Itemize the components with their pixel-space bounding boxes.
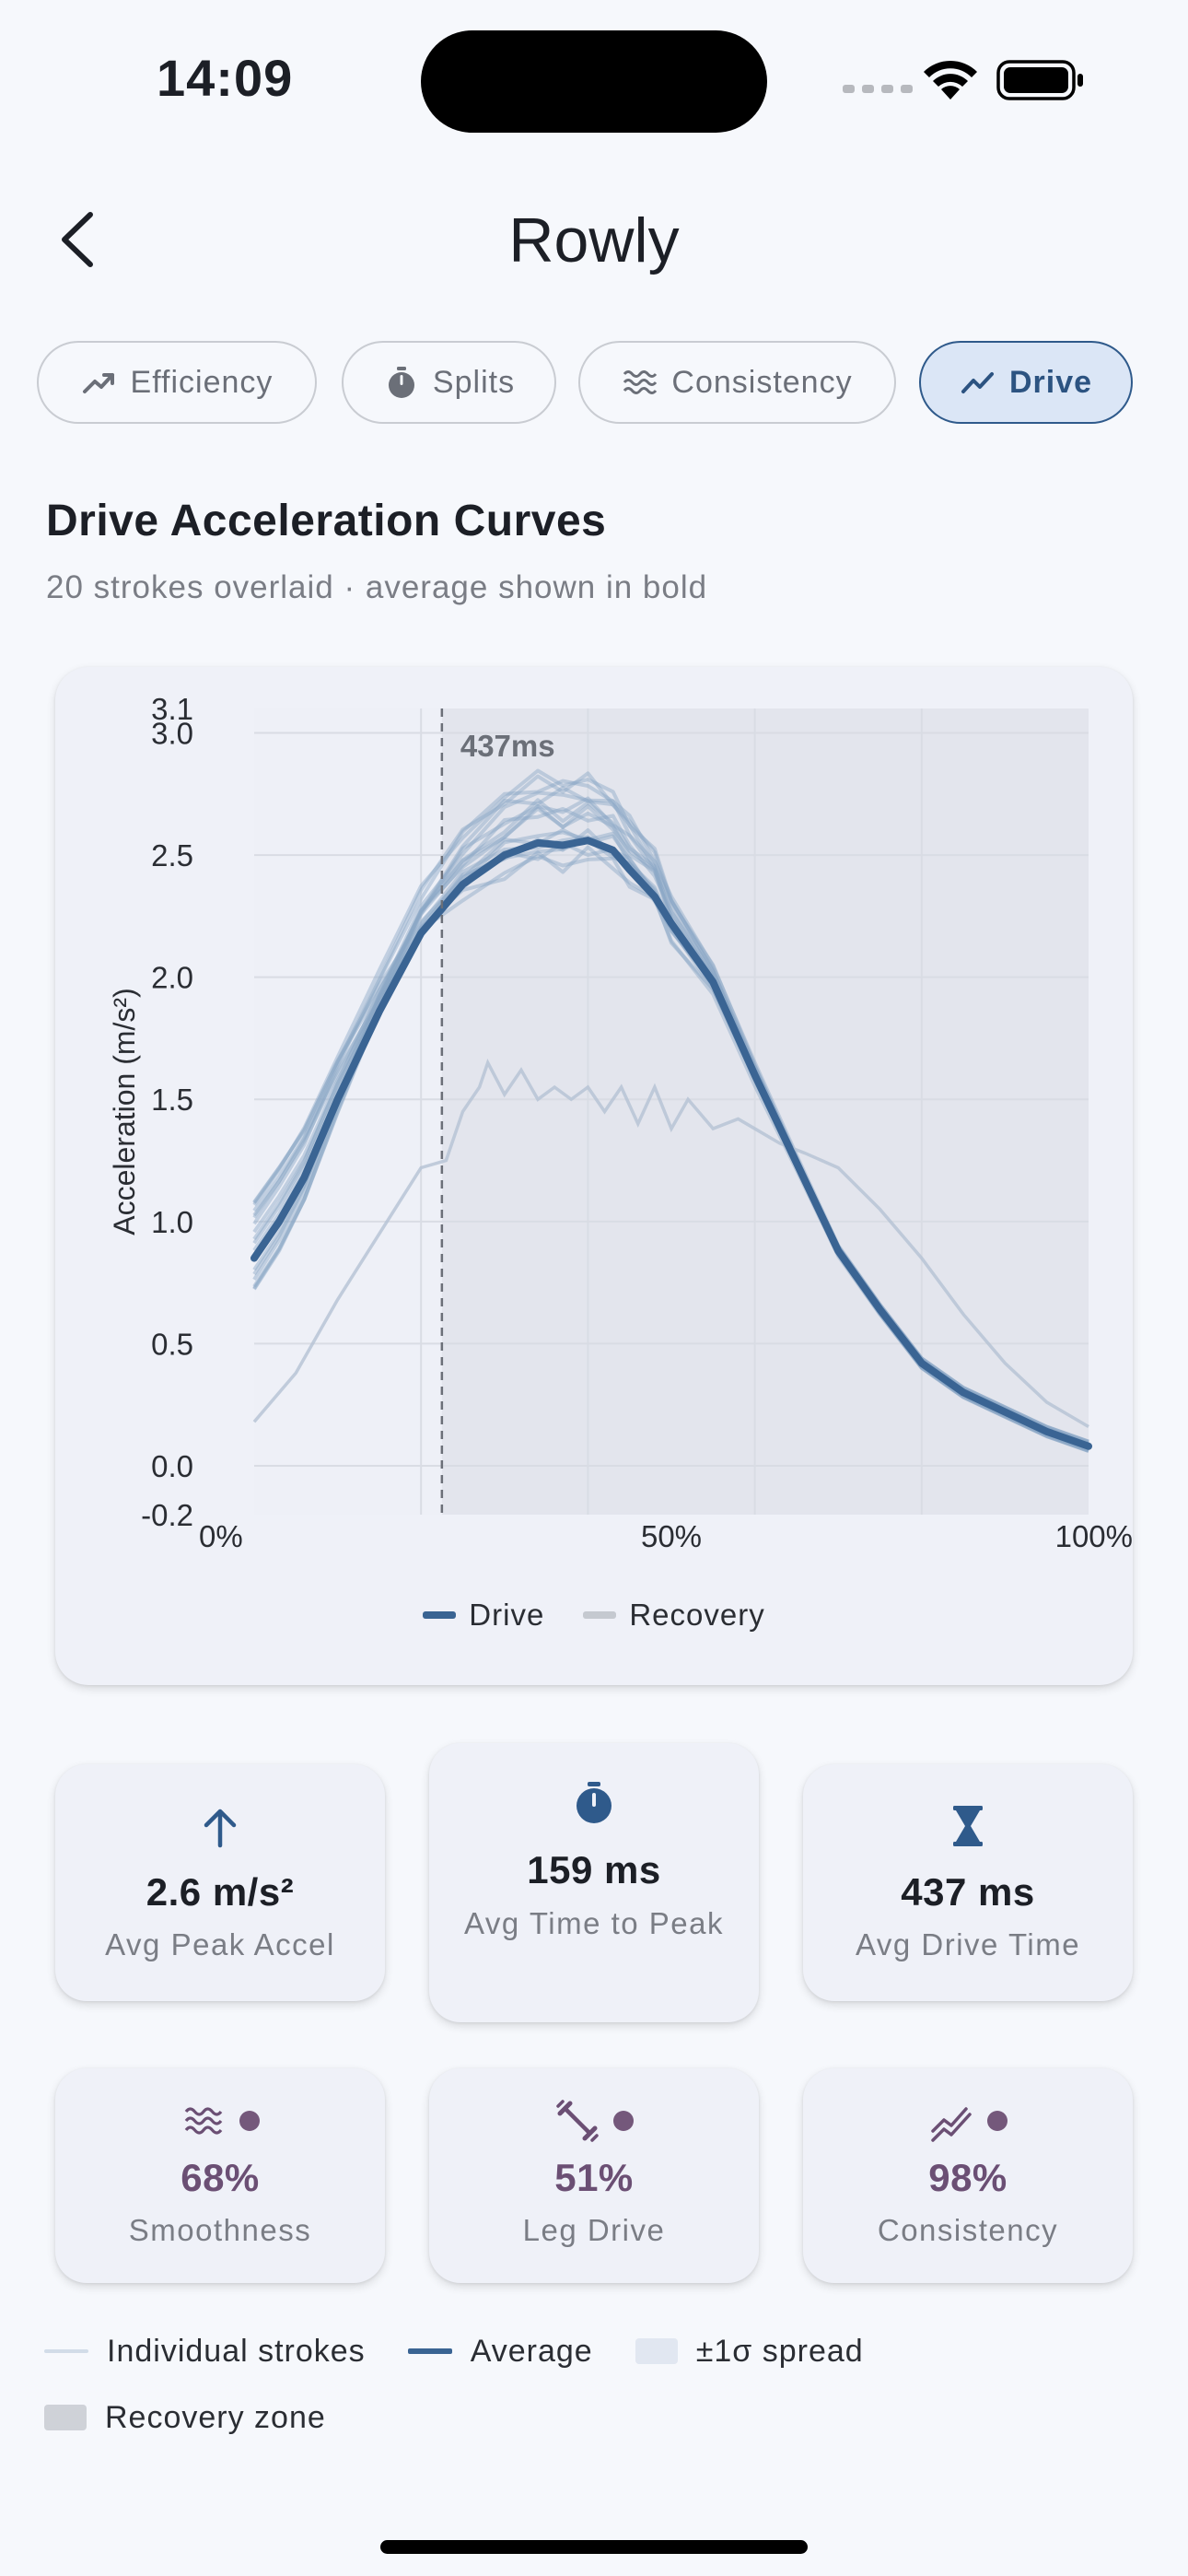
stopwatch-icon (388, 367, 414, 398)
y-tick-label: 3.1 (151, 692, 193, 726)
tab-label: Efficiency (130, 364, 274, 400)
key-spread: ±1σ spread (635, 2334, 864, 2370)
outlier-stroke-line (252, 1059, 1089, 1429)
tab-label: Consistency (671, 364, 853, 400)
waves-icon (623, 370, 658, 394)
stat-value: 68% (181, 2156, 260, 2199)
tab-efficiency[interactable]: Efficiency (37, 341, 317, 424)
y-axis-label: Acceleration (m/s²) (108, 988, 141, 1235)
status-dot (987, 2111, 1007, 2131)
key-label: Recovery zone (105, 2399, 326, 2435)
section-subtitle: 20 strokes overlaid · average shown in b… (46, 569, 708, 605)
tab-label: Splits (432, 364, 516, 400)
dynamic-island (421, 30, 767, 133)
status-time: 14:09 (157, 49, 294, 107)
y-tick-label: 3.0 (151, 717, 193, 751)
key-average: Average (407, 2333, 593, 2370)
dumbbell-icon (429, 2098, 759, 2144)
wifi-icon (924, 60, 977, 100)
tab-consistency[interactable]: Consistency (578, 341, 896, 424)
trending-up-icon (82, 373, 114, 393)
recovery-zone (441, 708, 1089, 1515)
chart-card: 3.1 3.0 2.5 2.0 1.5 1.0 0.5 0.0 -0.2 0% 50% 100% Acc… (55, 667, 1133, 1685)
legend-swatch (423, 1611, 457, 1619)
tab-splits[interactable]: Splits (342, 341, 556, 424)
y-tick-label: 2.0 (151, 961, 193, 995)
stat-value: 159 ms (527, 1848, 661, 1891)
stat-card-smoothness: 68% Smoothness (55, 2068, 385, 2283)
trend-icon (803, 2098, 1133, 2144)
cellular-signal-icon (843, 85, 913, 93)
stat-label: Leg Drive (522, 2213, 666, 2247)
chart-key: Individual strokes Average ±1σ spread Re… (44, 2329, 906, 2462)
key-label: Individual strokes (107, 2333, 366, 2369)
stat-card-peak-accel: 2.6 m/s² Avg Peak Accel (55, 1764, 385, 2001)
legend-item-recovery: Recovery (583, 1598, 764, 1633)
stat-card-leg-drive: 51% Leg Drive (429, 2068, 759, 2283)
legend-label: Recovery (629, 1598, 765, 1632)
stat-label: Avg Drive Time (855, 1927, 1081, 1961)
y-tick-label: 2.5 (151, 838, 193, 872)
stopwatch-icon (429, 1780, 759, 1826)
legend-item-drive: Drive (423, 1598, 544, 1633)
individual-stroke-line (252, 768, 1089, 1453)
chart-legend: Drive Recovery (55, 1598, 1133, 1633)
battery-icon (996, 60, 1083, 100)
stat-label: Consistency (877, 2213, 1059, 2247)
key-individual-strokes: Individual strokes (44, 2334, 366, 2370)
x-tick-label: 50% (641, 1519, 702, 1553)
stat-value: 2.6 m/s² (146, 1870, 295, 1914)
individual-stroke-line (252, 854, 1089, 1453)
back-chevron-icon[interactable] (53, 207, 99, 272)
key-swatch (407, 2348, 452, 2354)
key-label: ±1σ spread (695, 2333, 864, 2369)
status-dot (239, 2111, 260, 2131)
stat-value: 98% (928, 2156, 1007, 2199)
stat-card-consistency: 98% Consistency (803, 2068, 1133, 2283)
y-tick-label: -0.2 (141, 1498, 193, 1532)
y-tick-label: 0.0 (151, 1449, 193, 1483)
stat-label: Avg Peak Accel (105, 1927, 335, 1961)
acceleration-chart: 3.13.0 2.5 2.0 1.5 1.0 0.5 0.0 -0.20% 50% 100% Acc… (108, 692, 1133, 1553)
key-swatch (635, 2338, 678, 2364)
waves-icon (55, 2098, 385, 2144)
key-recovery-zone: Recovery zone (44, 2400, 326, 2436)
trending-line-icon (961, 372, 994, 393)
key-label: Average (470, 2333, 593, 2369)
arrow-up-icon (55, 1805, 385, 1851)
status-dot (613, 2111, 634, 2131)
y-tick-label: 1.5 (151, 1083, 193, 1117)
x-tick-label: 0% (199, 1519, 243, 1553)
drive-end-label: 437ms (460, 729, 555, 763)
stat-card-drive-time: 437 ms Avg Drive Time (803, 1764, 1133, 2001)
status-bar: 14:09 (0, 0, 1188, 157)
key-swatch (44, 2349, 88, 2353)
y-tick-label: 1.0 (151, 1205, 193, 1239)
stat-value: 437 ms (901, 1870, 1035, 1914)
x-tick-label: 100% (1055, 1519, 1133, 1553)
key-swatch (44, 2405, 87, 2430)
stat-card-time-to-peak: 159 ms Avg Time to Peak (429, 1743, 759, 2022)
legend-label: Drive (469, 1598, 545, 1632)
stat-label: Avg Time to Peak (463, 1906, 725, 1940)
stat-label: Smoothness (128, 2213, 312, 2247)
legend-swatch (583, 1611, 617, 1619)
page-title: Rowly (508, 205, 680, 275)
section-title: Drive Acceleration Curves (46, 497, 607, 545)
hourglass-icon (803, 1803, 1133, 1849)
tab-label: Drive (1008, 364, 1093, 400)
home-indicator (380, 2540, 808, 2554)
tab-bar: Efficiency Splits Consistency Drive (0, 341, 1188, 424)
y-tick-label: 0.5 (151, 1327, 193, 1361)
average-line (250, 837, 1092, 1450)
tab-drive[interactable]: Drive (919, 341, 1133, 424)
stat-value: 51% (554, 2156, 634, 2199)
